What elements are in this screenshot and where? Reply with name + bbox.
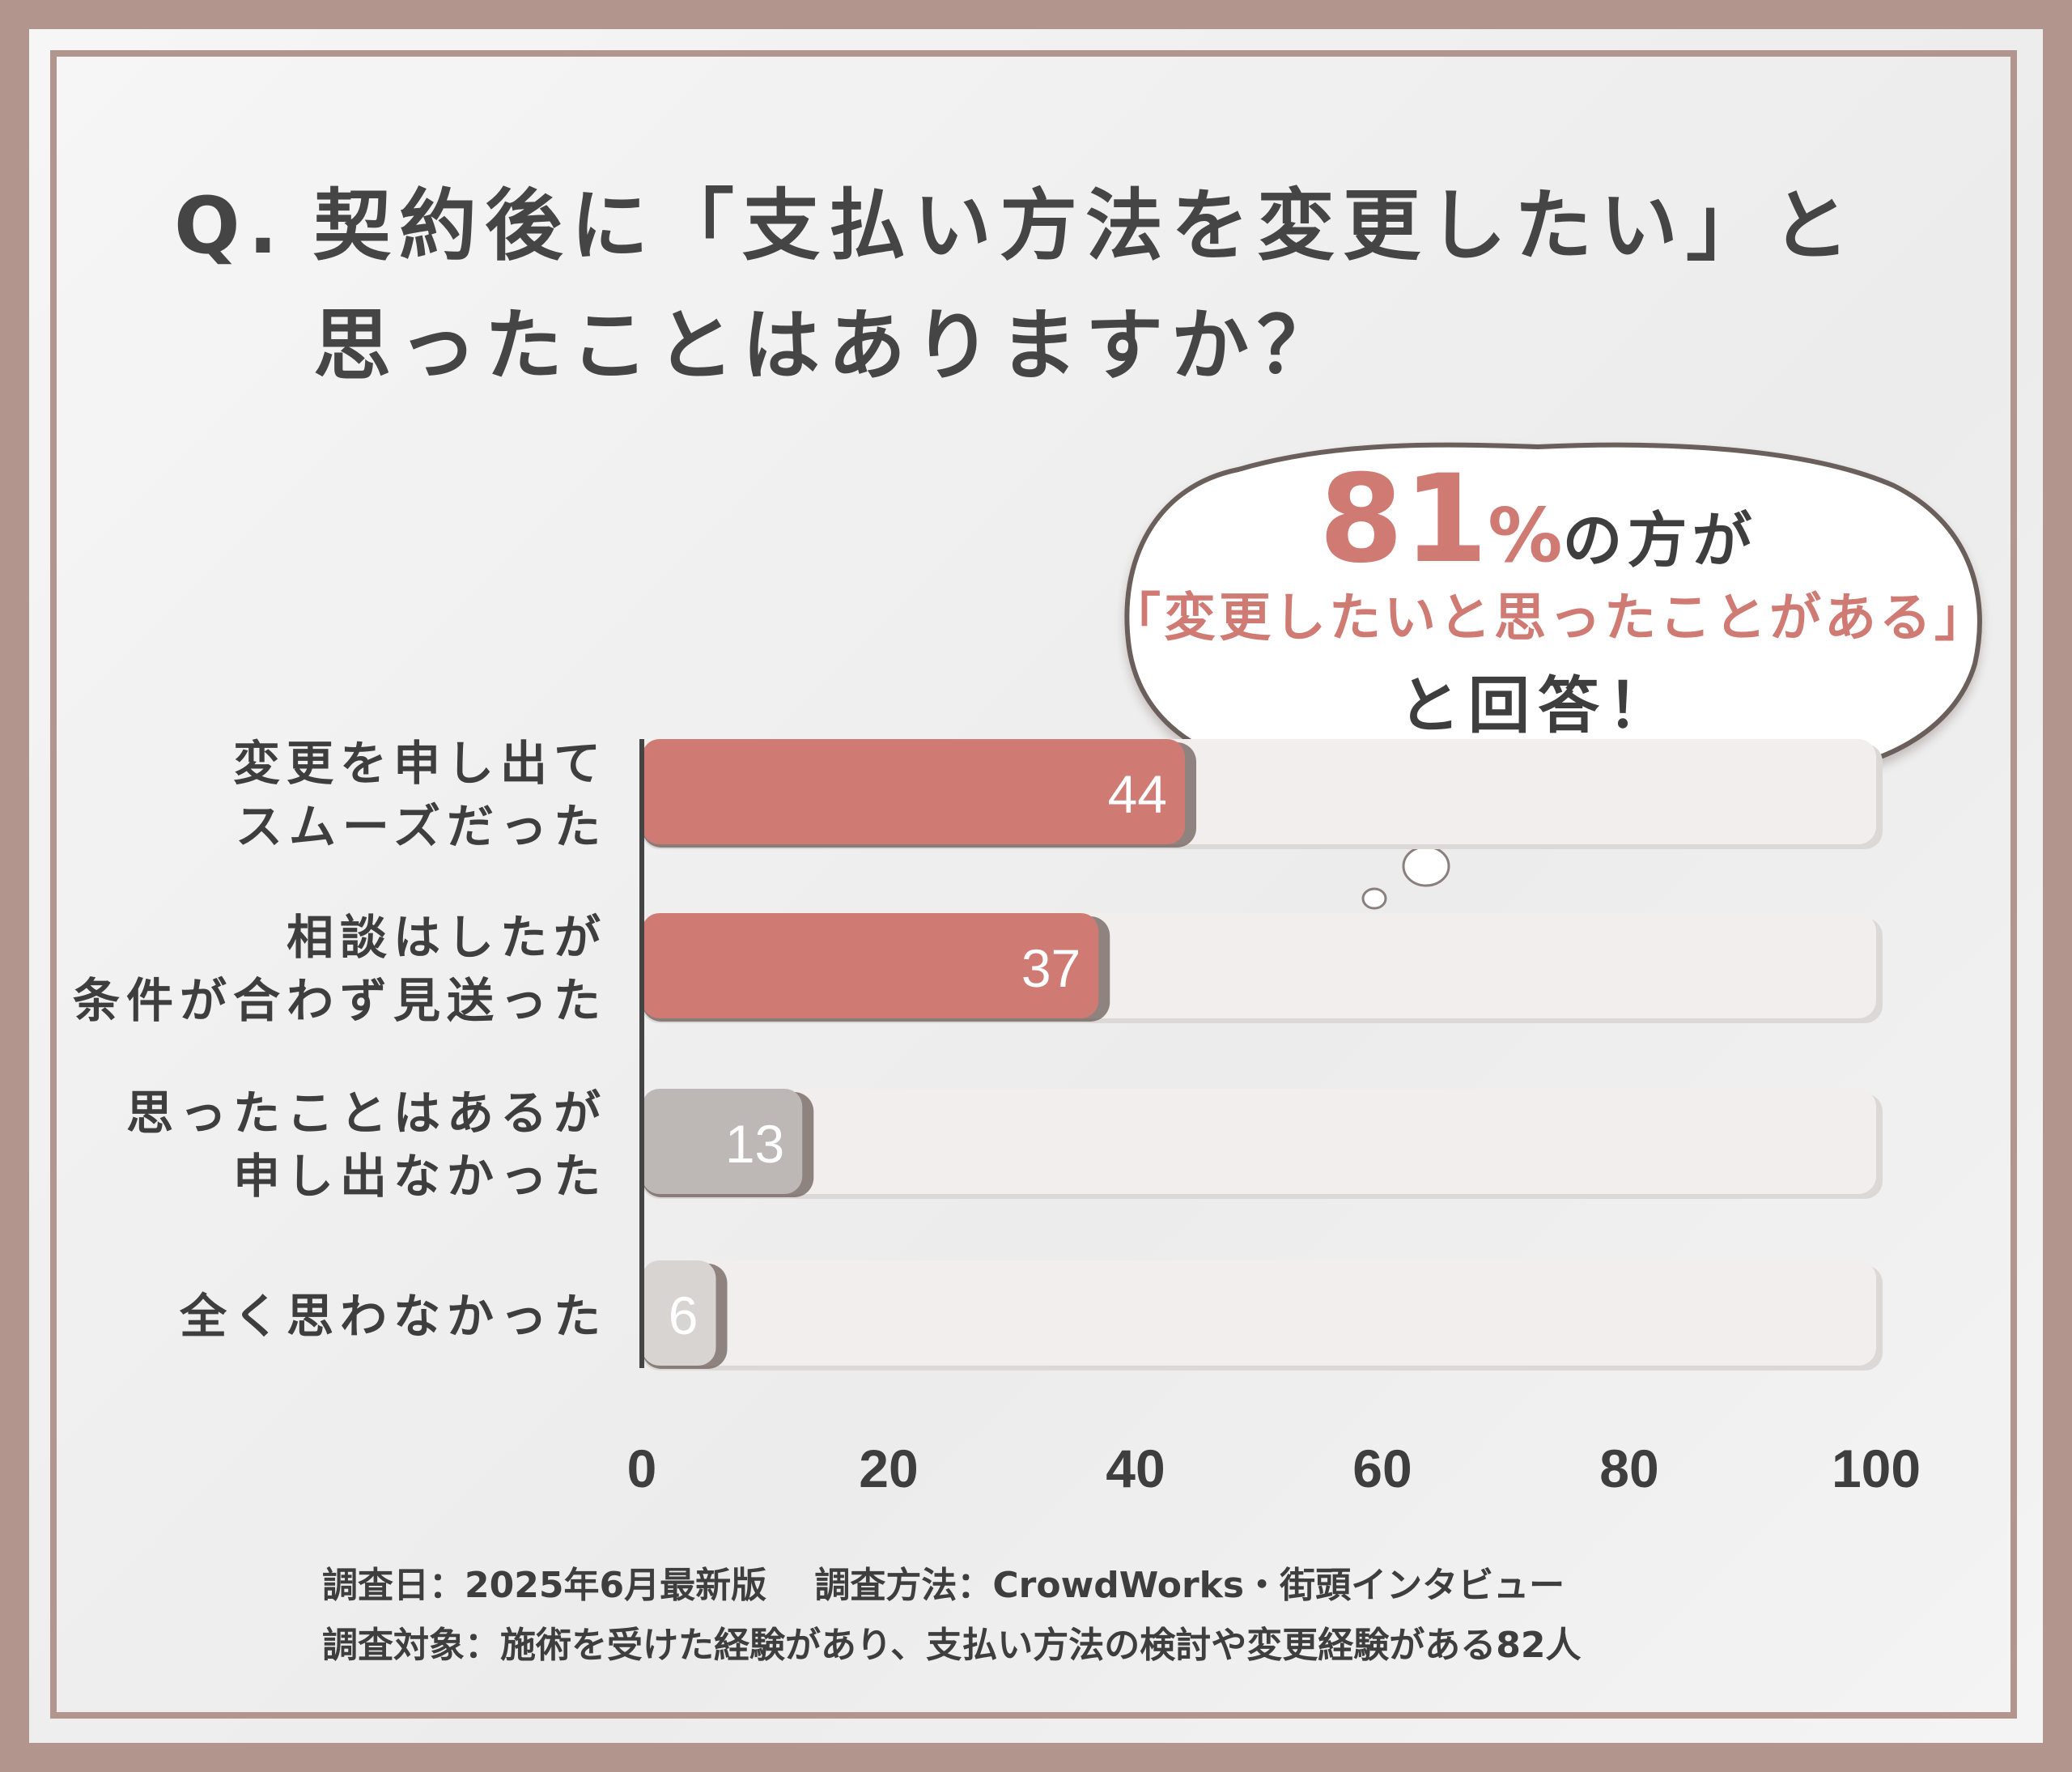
- category-label: 申し出なかった: [233, 1149, 607, 1204]
- callout-line-1-suffix: の方が: [1562, 506, 1757, 576]
- bar: [642, 739, 1185, 844]
- category-label: 思ったことはあるが: [126, 1086, 607, 1141]
- question-prefix: Q.: [174, 181, 287, 271]
- x-axis-ticks: 0 20 40 60 80 100: [627, 1438, 1921, 1498]
- callout-percent: 81%: [1319, 449, 1563, 590]
- bars: 44 37 13 6: [642, 739, 1196, 1369]
- x-tick-label: 60: [1352, 1438, 1412, 1498]
- callout-percent-sign: %: [1488, 492, 1563, 579]
- x-tick-label: 20: [859, 1438, 918, 1498]
- callout-line-3: と回答！: [1399, 669, 1677, 742]
- bar-value-label: 6: [669, 1285, 698, 1345]
- bar-track: [642, 1260, 1876, 1366]
- bar: [642, 1260, 716, 1366]
- question-line-1: 契約後に「支払い方法を変更したい」と: [313, 181, 1858, 271]
- callout-percent-value: 81: [1318, 449, 1488, 590]
- category-label: スムーズだった: [236, 799, 607, 854]
- x-tick-label: 100: [1832, 1438, 1921, 1498]
- category-label: 全く思わなかった: [179, 1289, 607, 1344]
- bar-track: [642, 1089, 1876, 1194]
- category-label: 条件が合わず見送った: [73, 973, 607, 1028]
- bubble-dot-large: [1402, 845, 1450, 887]
- bar-value-label: 13: [725, 1114, 784, 1174]
- bar-value-label: 37: [1021, 938, 1081, 998]
- callout-line-1: 81%の方が: [1109, 449, 1967, 590]
- callout-line-2: 「変更したいと思ったことがある」: [1109, 589, 1989, 648]
- x-tick-label: 0: [627, 1438, 657, 1498]
- x-tick-label: 80: [1599, 1438, 1658, 1498]
- category-label: 変更を申し出て: [233, 736, 607, 791]
- category-label: 相談はしたが: [287, 910, 607, 965]
- bar: [642, 913, 1099, 1018]
- survey-notes-line-2: 調査対象：施術を受けた経験があり、支払い方法の検討や変更経験がある82人: [322, 1625, 1582, 1666]
- chart-panel: [29, 29, 2043, 1743]
- category-labels: 変更を申し出てスムーズだった相談はしたが条件が合わず見送った思ったことはあるが申…: [73, 736, 607, 1344]
- bar-value-label: 44: [1108, 764, 1167, 824]
- survey-notes-line-1: 調査日：2025年6月最新版 調査方法：CrowdWorks・街頭インタビュー: [322, 1565, 1565, 1606]
- bar: [642, 1089, 803, 1194]
- survey-notes: 調査日：2025年6月最新版 調査方法：CrowdWorks・街頭インタビュー …: [322, 1556, 1581, 1676]
- question-line-2: 思ったことはありますか？: [313, 300, 1343, 391]
- x-tick-label: 40: [1106, 1438, 1165, 1498]
- bubble-dot-small: [1361, 887, 1387, 910]
